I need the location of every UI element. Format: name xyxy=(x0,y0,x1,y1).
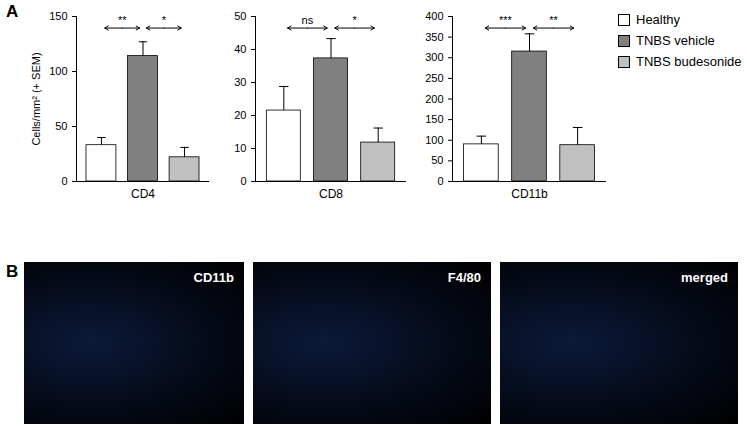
html-text:merged: merged xyxy=(681,270,728,285)
html-text:F4/80: F4/80 xyxy=(447,270,481,285)
html-text:TNBS budesonide: TNBS budesonide xyxy=(636,54,742,69)
svg-text:150: 150 xyxy=(425,113,443,125)
svg-text:100: 100 xyxy=(49,65,67,77)
svg-text:*: * xyxy=(162,14,167,26)
svg-text:0: 0 xyxy=(240,175,246,187)
svg-text:ns: ns xyxy=(302,14,314,26)
html-text:CD11b: CD11b xyxy=(193,270,234,285)
svg-text:350: 350 xyxy=(425,31,443,43)
svg-text:40: 40 xyxy=(234,43,246,55)
svg-text:150: 150 xyxy=(49,10,67,22)
svg-text:200: 200 xyxy=(425,93,443,105)
svg-text:10: 10 xyxy=(234,142,246,154)
html-text:Healthy: Healthy xyxy=(636,12,681,27)
svg-text:0: 0 xyxy=(437,175,443,187)
html-text:A: A xyxy=(6,2,19,21)
svg-text:*: * xyxy=(352,14,357,26)
svg-text:Cells/mm² (+ SEM): Cells/mm² (+ SEM) xyxy=(30,52,42,145)
svg-text:CD11b: CD11b xyxy=(511,187,548,201)
svg-text:250: 250 xyxy=(425,72,443,84)
svg-text:20: 20 xyxy=(234,109,246,121)
svg-text:CD4: CD4 xyxy=(131,187,155,201)
svg-text:400: 400 xyxy=(425,10,443,22)
svg-text:***: *** xyxy=(499,14,513,26)
svg-text:**: ** xyxy=(549,14,558,26)
svg-text:CD8: CD8 xyxy=(319,187,343,201)
html-text:TNBS vehicle: TNBS vehicle xyxy=(636,33,715,48)
svg-text:50: 50 xyxy=(55,120,67,132)
svg-text:50: 50 xyxy=(234,10,246,22)
svg-text:300: 300 xyxy=(425,51,443,63)
svg-text:50: 50 xyxy=(431,154,443,166)
svg-text:100: 100 xyxy=(425,134,443,146)
svg-text:0: 0 xyxy=(61,175,67,187)
svg-text:**: ** xyxy=(118,14,127,26)
html-text:B: B xyxy=(6,262,19,281)
svg-text:30: 30 xyxy=(234,76,246,88)
